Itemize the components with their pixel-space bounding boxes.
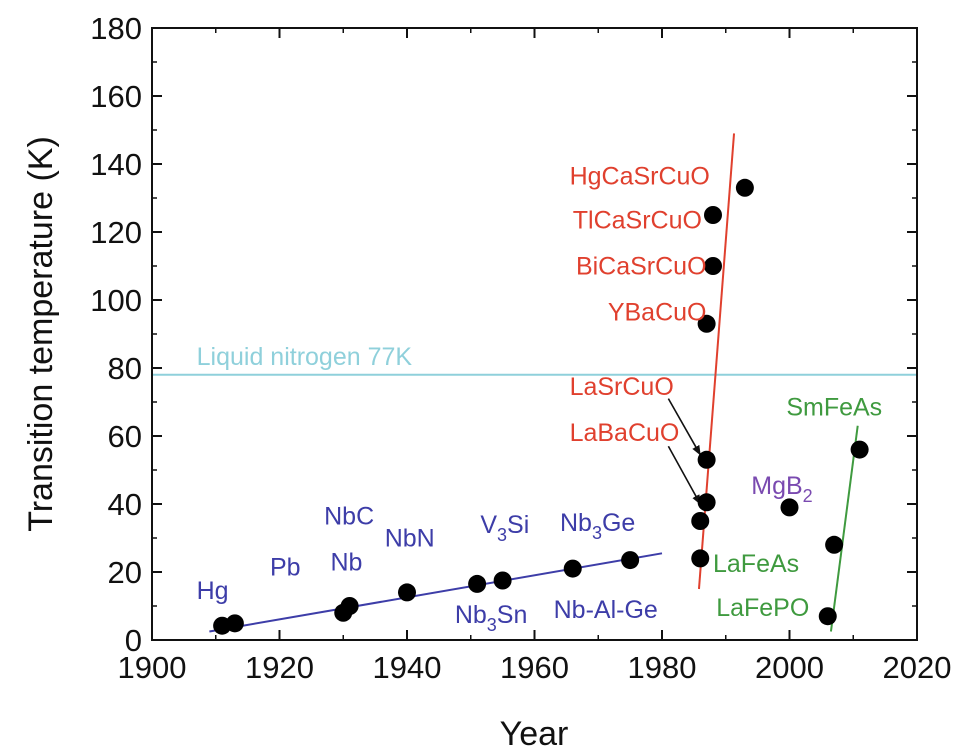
data-point (225, 614, 244, 633)
data-point (780, 498, 799, 517)
material-label: LaFeAs (713, 550, 799, 578)
data-point (691, 549, 710, 568)
material-label: LaFePO (716, 594, 809, 622)
material-label: NbC (324, 502, 374, 530)
data-point (825, 535, 844, 554)
material-label: Hg (197, 577, 229, 605)
y-tick-label: 180 (90, 11, 142, 46)
data-point (398, 583, 416, 602)
material-label: Nb (331, 548, 363, 576)
material-label: Pb (270, 553, 301, 581)
material-label: YBaCuO (608, 298, 707, 326)
axes: 1900 1920 1940 1960 1980 2000 2020 0 20 40 60 80 100… (90, 11, 951, 685)
material-label: Nb-Al-Ge (554, 596, 658, 624)
material-label: TlCaSrCuO (573, 207, 702, 235)
plot-frame (151, 27, 918, 641)
data-point (340, 597, 359, 615)
trend-line-iron (829, 425, 859, 632)
y-tick-label: 40 (108, 487, 142, 522)
y-tick-label: 0 (125, 623, 142, 658)
data-point (697, 314, 716, 333)
data-point (818, 607, 837, 626)
trend-lines (209, 133, 859, 633)
y-axis-title: Transition temperature (K) (22, 136, 60, 532)
material-label: BiCaSrCuO (576, 253, 707, 281)
nitrogen-reference-label: Liquid nitrogen 77K (197, 343, 413, 371)
x-tick-label: 1940 (373, 650, 442, 685)
x-tick-label: 1920 (245, 650, 314, 685)
x-tick-label: 1900 (118, 650, 187, 685)
annotation-arrow (667, 445, 701, 505)
material-label: LaBaCuO (570, 419, 680, 447)
material-label: SmFeAs (786, 394, 882, 422)
material-label: Nb3Sn (455, 601, 528, 635)
y-tick-label: 20 (108, 555, 142, 590)
data-point (850, 440, 869, 459)
x-tick-label: 1980 (628, 650, 697, 685)
y-tick-label: 80 (108, 351, 142, 386)
arrows (667, 398, 701, 505)
annotation-arrow (667, 398, 701, 456)
data-point (697, 493, 716, 512)
x-axis-title: Year (500, 715, 569, 753)
data-point (735, 178, 754, 197)
x-tick-label: 2020 (883, 650, 952, 685)
data-point (697, 450, 716, 469)
data-points (213, 178, 869, 635)
y-tick-label: 100 (90, 283, 142, 318)
data-point (493, 571, 512, 590)
x-tick-label: 2000 (755, 650, 824, 685)
material-label: V3Si (480, 511, 529, 545)
data-point (704, 206, 722, 224)
y-tick-label: 60 (108, 419, 142, 454)
data-point (704, 257, 722, 275)
annotations: Liquid nitrogen 77K Hg Pb NbC Nb NbN V3Si Nb3Sn… (197, 162, 883, 635)
trend-line-cuprate (697, 133, 736, 590)
material-label: HgCaSrCuO (570, 162, 710, 190)
data-point (621, 551, 640, 570)
material-label: NbN (385, 525, 435, 553)
material-label: MgB2 (751, 472, 812, 506)
data-point (468, 574, 487, 593)
data-point (563, 559, 582, 578)
data-point (691, 512, 710, 530)
trend-line-conventional (209, 552, 663, 633)
material-label: LaSrCuO (570, 373, 674, 401)
material-label: Nb3Ge (560, 509, 635, 543)
y-tick-label: 160 (90, 79, 142, 114)
x-tick-label: 1960 (500, 650, 569, 685)
y-tick-label: 140 (90, 147, 142, 182)
y-tick-label: 120 (90, 215, 142, 250)
